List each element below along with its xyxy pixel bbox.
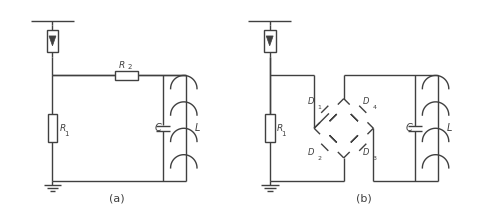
Text: D: D: [308, 148, 314, 158]
Text: 2: 2: [317, 156, 321, 161]
Polygon shape: [266, 36, 273, 46]
Polygon shape: [49, 36, 56, 46]
Text: 4: 4: [372, 104, 376, 110]
Polygon shape: [351, 114, 358, 121]
Polygon shape: [330, 135, 337, 142]
Text: R: R: [277, 124, 283, 133]
Text: 1: 1: [281, 131, 286, 137]
Text: L: L: [446, 123, 452, 133]
Text: 3: 3: [372, 156, 376, 161]
Bar: [265, 114, 275, 142]
Text: (a): (a): [109, 194, 124, 204]
Polygon shape: [330, 114, 337, 121]
Text: C: C: [405, 123, 412, 133]
Text: 2: 2: [127, 64, 131, 70]
Text: R: R: [118, 61, 124, 70]
Text: D: D: [363, 97, 369, 106]
Text: 1: 1: [317, 104, 321, 110]
Bar: [264, 30, 276, 52]
Text: 1: 1: [64, 131, 69, 137]
Bar: [48, 114, 58, 142]
Text: D: D: [308, 97, 314, 106]
Text: L: L: [195, 123, 200, 133]
Text: C: C: [154, 123, 161, 133]
Text: (b): (b): [356, 194, 371, 204]
Bar: [115, 71, 138, 80]
Text: R: R: [60, 124, 65, 133]
Bar: [47, 30, 59, 52]
Text: D: D: [363, 148, 369, 158]
Polygon shape: [351, 135, 358, 142]
